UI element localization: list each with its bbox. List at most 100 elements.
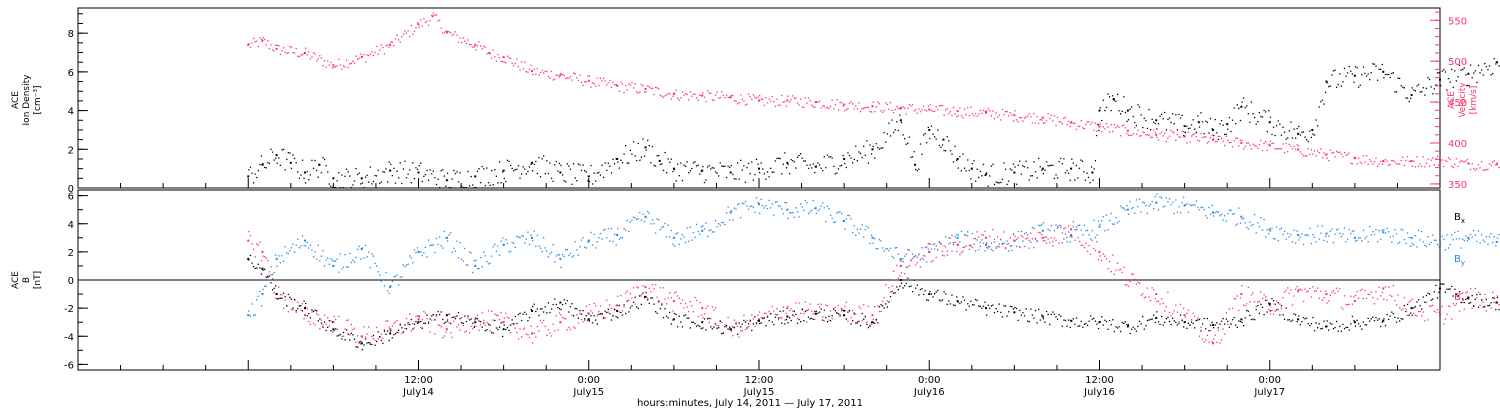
velocity-sample: [1127, 134, 1130, 136]
bz-sample: [811, 310, 813, 312]
by-sample: [410, 257, 412, 259]
by-sample: [286, 252, 288, 254]
legend-label-sub: z: [1461, 297, 1465, 305]
velocity-sample: [568, 77, 570, 79]
density-sample: [366, 174, 368, 177]
velocity-sample: [1162, 135, 1164, 137]
velocity-sample: [1253, 144, 1256, 147]
bz-point: [956, 243, 959, 246]
velocity-sample: [1112, 130, 1114, 133]
bz-sample: [440, 325, 442, 328]
velocity-sample: [1473, 167, 1475, 170]
bx-point: [1439, 287, 1441, 290]
density-sample: [1301, 131, 1303, 133]
bz-sample: [929, 242, 931, 245]
by-sample: [1121, 207, 1123, 209]
density-sample: [569, 168, 572, 170]
density-sample: [262, 162, 264, 165]
velocity-sample: [1383, 160, 1385, 163]
by-sample: [1075, 229, 1078, 231]
bz-sample: [629, 293, 632, 295]
bz-sample: [910, 260, 912, 262]
velocity-sample: [1340, 153, 1342, 155]
velocity-sample: [1252, 143, 1254, 145]
density-sample: [765, 178, 767, 180]
bz-sample: [273, 292, 275, 294]
velocity-sample: [429, 20, 431, 22]
density-sample: [339, 186, 341, 189]
bx-sample: [391, 337, 394, 339]
bz-sample: [462, 324, 464, 327]
density-sample: [1192, 119, 1194, 121]
bz-sample: [1340, 306, 1342, 309]
velocity-sample: [1367, 163, 1369, 165]
by-sample: [1416, 246, 1418, 248]
by-sample: [1268, 233, 1270, 235]
bz-sample: [798, 302, 800, 304]
density-sample: [724, 165, 726, 167]
by-sample: [522, 235, 524, 237]
velocity-sample: [1225, 135, 1227, 137]
bz-sample: [852, 309, 854, 312]
velocity-sample: [298, 56, 300, 58]
by-sample: [1397, 242, 1399, 245]
bz-sample: [525, 333, 527, 335]
by-sample: [1060, 226, 1062, 229]
bz-sample: [886, 300, 888, 302]
density-sample: [555, 160, 557, 163]
velocity-sample: [532, 73, 534, 76]
bz-point: [644, 286, 647, 289]
velocity-sample: [1477, 164, 1480, 166]
bx-point: [701, 321, 704, 324]
by-sample: [1072, 226, 1075, 228]
velocity-sample: [264, 38, 266, 41]
by-sample: [643, 221, 646, 223]
bz-sample: [435, 315, 438, 317]
density-point: [1212, 128, 1214, 131]
bx-point: [1240, 318, 1243, 321]
density-sample: [870, 153, 873, 155]
density-sample: [970, 178, 972, 180]
density-sample: [1095, 134, 1098, 137]
velocity-sample: [1205, 136, 1207, 138]
by-sample: [270, 266, 272, 268]
bz-sample: [1384, 286, 1387, 288]
velocity-sample: [487, 52, 490, 54]
bz-sample: [557, 329, 559, 331]
velocity-sample: [962, 117, 964, 119]
density-sample: [380, 181, 382, 183]
velocity-sample: [1200, 132, 1202, 135]
velocity-sample: [1097, 124, 1100, 126]
density-sample: [500, 182, 502, 184]
density-sample: [1389, 76, 1391, 79]
velocity-sample: [1074, 122, 1076, 124]
velocity-sample: [1042, 122, 1045, 124]
velocity-sample: [609, 79, 611, 82]
by-point: [445, 236, 448, 239]
velocity-sample: [855, 105, 857, 107]
density-sample: [306, 171, 308, 173]
bz-sample: [1137, 281, 1139, 284]
by-sample: [973, 237, 975, 240]
density-sample: [831, 157, 833, 159]
density-sample: [539, 176, 542, 178]
density-point: [942, 138, 945, 141]
bz-sample: [1367, 293, 1369, 296]
by-sample: [1235, 224, 1237, 226]
bz-point: [261, 250, 264, 253]
bz-sample: [667, 297, 669, 299]
density-sample: [1173, 123, 1175, 125]
bz-sample: [1451, 318, 1453, 320]
bz-sample: [1246, 303, 1248, 305]
bz-sample: [1361, 288, 1363, 290]
bz-sample: [986, 242, 988, 244]
by-sample: [889, 247, 892, 249]
density-sample: [1466, 84, 1469, 87]
by-sample: [1167, 201, 1169, 203]
bz-sample: [1184, 316, 1186, 318]
bz-sample: [1026, 237, 1029, 239]
density-sample: [1219, 123, 1221, 125]
velocity-point: [1041, 116, 1044, 119]
velocity-sample: [265, 44, 267, 46]
density-sample: [1255, 123, 1257, 125]
